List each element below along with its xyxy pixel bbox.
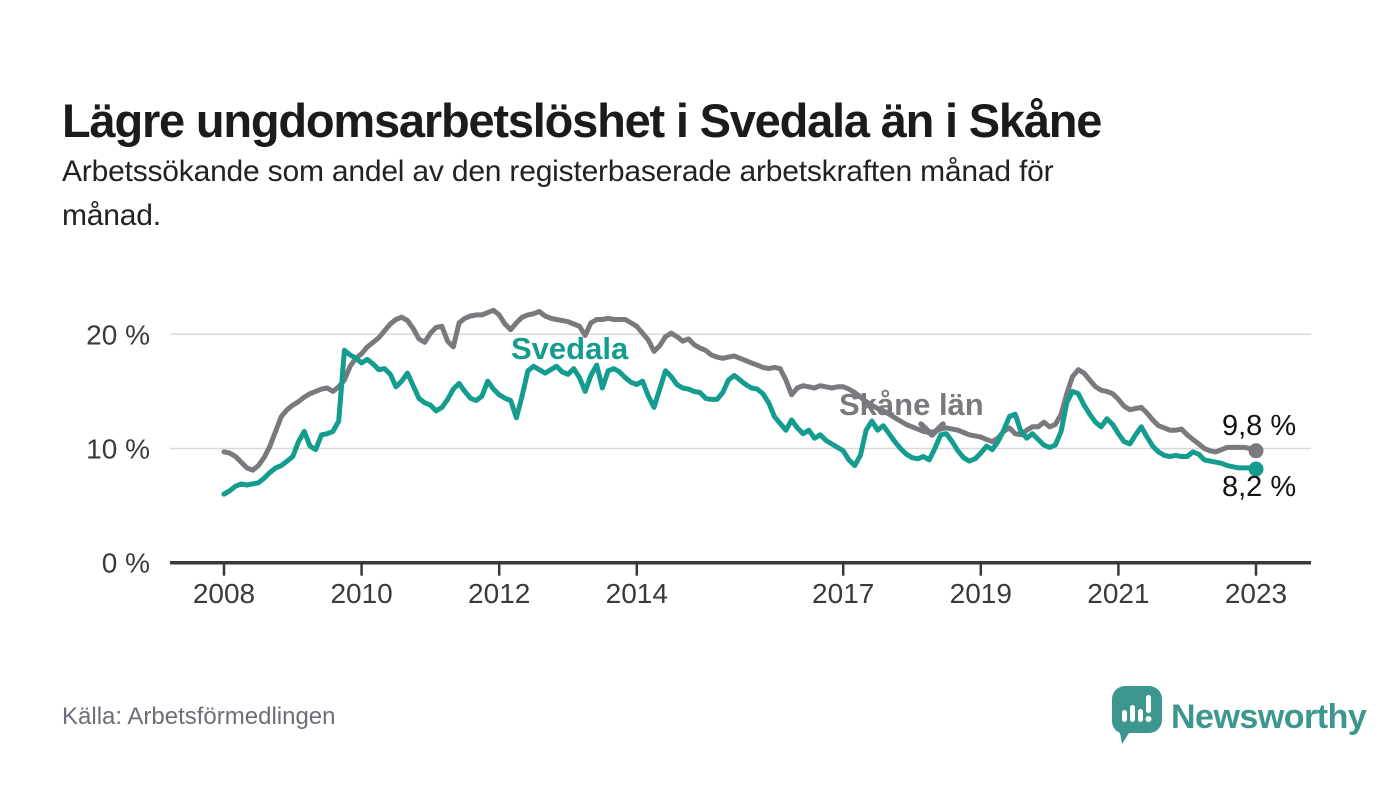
end-dot-svedala <box>1248 461 1264 477</box>
x-tick-label-2019: 2019 <box>950 578 1012 609</box>
source-note: Källa: Arbetsförmedlingen <box>62 703 336 730</box>
end-dot-sk-ne-l-n <box>1248 443 1264 459</box>
x-tick-label-2008: 2008 <box>193 578 255 609</box>
page-title: Lägre ungdomsarbetslöshet i Svedala än i… <box>62 94 1102 148</box>
chevron-down-icon <box>918 421 946 438</box>
series-line-svedala <box>221 347 1259 497</box>
series-label-svedala: Svedala <box>511 331 629 366</box>
newsworthy-logo-text: Newsworthy <box>1171 697 1367 736</box>
y-tick-label-20: 20 % <box>86 319 150 350</box>
y-tick-label-10: 10 % <box>86 434 150 465</box>
x-tick-label-2021: 2021 <box>1087 578 1149 609</box>
x-tick-label-2017: 2017 <box>812 578 874 609</box>
series-line-sk-ne-l-n <box>221 307 1259 473</box>
end-value-svedala: 8,2 % <box>1222 471 1297 503</box>
speech-bubble-shape <box>1112 686 1162 744</box>
x-tick-label-2023: 2023 <box>1225 578 1287 609</box>
subtitle-line-2: månad. <box>62 199 161 232</box>
newsworthy-logo-icon <box>1112 686 1162 744</box>
x-tick-label-2010: 2010 <box>330 578 392 609</box>
y-tick-label-0: 0 % <box>102 548 150 579</box>
chart-subtitle: Arbetssökande som andel av den registerb… <box>62 150 1302 238</box>
x-tick-label-2012: 2012 <box>468 578 530 609</box>
end-value-skane: 9,8 % <box>1222 410 1297 442</box>
x-tick-label-2014: 2014 <box>606 578 668 609</box>
series-label-skane-lan: Skåne län <box>839 387 984 422</box>
newsworthy-logo: Newsworthy <box>1112 686 1367 748</box>
subtitle-line-1: Arbetssökande som andel av den registerb… <box>62 155 1054 188</box>
